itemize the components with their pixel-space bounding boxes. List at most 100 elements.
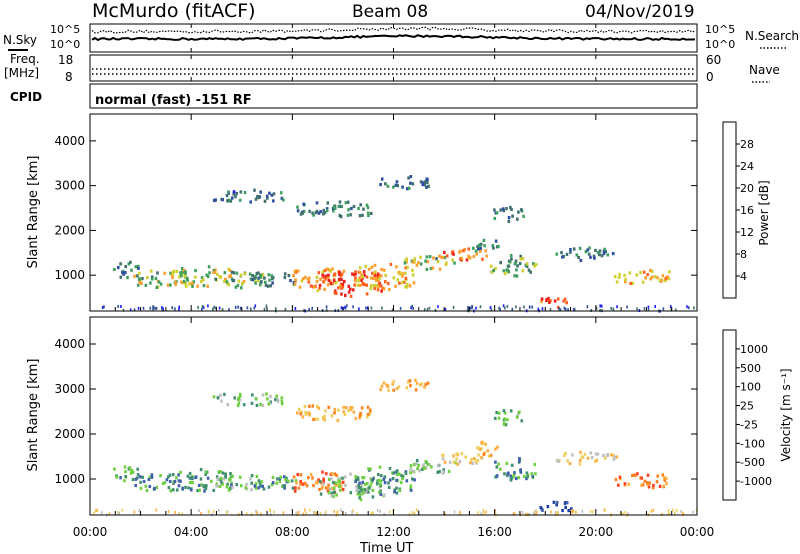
power-cell [201,304,204,308]
velocity-colorbar-tick-label: 500 [740,362,761,375]
velocity-cell [533,512,535,516]
power-cell [419,255,422,259]
velocity-cell [276,398,280,402]
power-cell [311,306,313,310]
velocity-cell [453,510,456,514]
velocity-cell [363,490,366,494]
power-cell [443,250,446,254]
power-cell [404,285,407,289]
velocity-cell [294,479,298,483]
velocity-cell [509,474,512,478]
power-cell [490,308,493,312]
power-cell [227,198,231,202]
power-cell [301,211,304,215]
power-cell [419,180,423,184]
velocity-cell [493,416,497,420]
velocity-cell [518,457,521,461]
velocity-cell [579,450,582,455]
power-cell [493,216,497,221]
power-cell [425,177,428,181]
power-cell [499,261,502,265]
velocity-cell [280,402,284,406]
velocity-cell [552,500,556,504]
velocity-cell [186,474,190,478]
velocity-cell [315,511,318,515]
velocity-cell [541,508,544,512]
velocity-cell [265,392,268,396]
power-cell [365,283,368,287]
power-cell [340,306,343,310]
power-cell [650,269,654,273]
power-cell [149,306,152,310]
velocity-cell [404,471,408,475]
power-cell [471,304,473,308]
power-cell [304,275,307,279]
power-cell [379,284,383,288]
noise-tick-top-right: 10^5 [705,23,735,36]
velocity-cell [563,453,566,457]
power-cell [226,282,229,286]
velocity-cell [631,473,634,478]
power-cell [256,278,260,282]
velocity-cell [665,476,668,481]
velocity-cell [128,466,132,470]
velocity-cell [610,453,613,457]
power-cell [230,270,234,274]
velocity-cell [266,397,269,401]
velocity-cell [327,405,331,409]
velocity-cell [345,406,348,410]
power-cell [434,308,437,312]
power-cell [398,270,401,274]
velocity-cell [323,414,326,419]
power-cell [405,285,409,289]
velocity-cell [424,466,428,470]
velocity-cell [229,486,232,490]
power-cell [361,282,365,286]
power-colorbar-frame [722,121,737,299]
power-cell [150,277,154,281]
x-tick-label: 00:00 [73,525,108,539]
power-cell [337,286,340,290]
power-cell [380,177,384,181]
power-cell [589,255,592,259]
velocity-cell [259,484,262,488]
power-cell [184,281,187,285]
power-cell [269,284,272,288]
velocity-cell [341,476,344,480]
velocity-cell [416,467,419,471]
power-cell [358,307,360,311]
velocity-cell [250,512,253,516]
power-cell [324,274,328,278]
power-cell [321,270,325,274]
velocity-cell [332,494,335,499]
power-cell [329,282,333,286]
x-tick-label: 04:00 [174,525,209,539]
velocity-cell [452,460,456,464]
power-cell [351,272,354,276]
x-tick-label: 00:00 [680,525,715,539]
velocity-cell [167,475,170,479]
velocity-cell [474,460,478,464]
velocity-cell [520,419,524,423]
velocity-cell [304,410,307,414]
velocity-cell [184,485,187,489]
velocity-cell [321,470,324,474]
velocity-cell [271,475,275,480]
power-cell [264,280,267,284]
power-cell [527,268,531,272]
velocity-cell [352,410,356,414]
velocity-cell [412,469,415,473]
power-cell [472,254,476,259]
power-cell [347,208,350,212]
velocity-cell [391,382,394,386]
velocity-cell [371,488,375,493]
power-cell [221,198,224,202]
velocity-cell [469,461,472,465]
power-cell [499,307,501,311]
velocity-cell [486,449,490,453]
power-cell [511,307,514,311]
velocity-cell [568,462,572,466]
velocity-cell [502,409,506,413]
power-cell [263,276,266,280]
velocity-cell [171,473,175,477]
